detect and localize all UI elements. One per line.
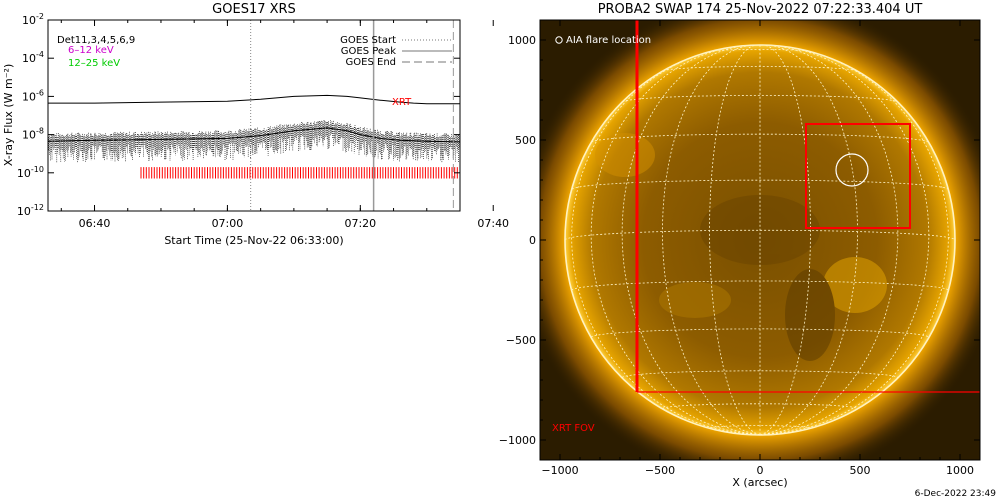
goes-title: GOES17 XRS <box>212 2 296 17</box>
series-goes-high <box>48 94 460 105</box>
xrs-legend-right: GOES Start GOES Peak GOES End <box>340 35 452 68</box>
aia-flare-location-marker <box>835 153 869 187</box>
y-tick-label: −1000 <box>499 434 536 447</box>
coronal-hole <box>785 269 835 361</box>
goes-xrs-panel: GOES17 XRS 06:4007:0007:2007:4008:0008:2… <box>2 2 775 247</box>
x-tick-label: 0 <box>757 464 764 477</box>
xrs-legend-left: Det11,3,4,5,6,9 6–12 keV 12–25 keV <box>57 35 135 69</box>
swap-axes: −1000 −500 0 500 1000 1000 500 0 −500 −1000 <box>499 20 980 477</box>
overlays <box>635 20 980 393</box>
series-goes-low <box>48 127 460 143</box>
legend-12-25kev: 12–25 keV <box>68 58 120 69</box>
longitude-line <box>709 45 761 435</box>
latitude-line <box>622 95 898 103</box>
longitude-line <box>662 45 761 435</box>
xrs-xlabel: Start Time (25-Nov-22 06:33:00) <box>164 234 343 247</box>
y-tick-label: 10-6 <box>22 88 44 103</box>
y-tick-label: 10-12 <box>17 203 44 218</box>
swap-image <box>540 20 980 460</box>
x-tick-label: 06:40 <box>79 217 111 230</box>
x-tick-label: 07:00 <box>212 217 244 230</box>
x-tick-label: 07:40 <box>477 217 509 230</box>
swap-panel: PROBA2 SWAP 174 25-Nov-2022 07:22:33.404… <box>499 2 981 489</box>
swap-xlabel: X (arcsec) <box>732 476 787 489</box>
y-tick-label: 1000 <box>508 34 536 47</box>
legend-goes-peak: GOES Peak <box>341 46 396 57</box>
xrs-plot-area <box>48 20 460 211</box>
flare-region-box <box>805 123 911 229</box>
legend-goes-start: GOES Start <box>340 35 396 46</box>
x-tick-label: −500 <box>645 464 675 477</box>
longitude-line <box>759 45 899 435</box>
aia-legend-marker <box>555 36 563 44</box>
longitude-line <box>759 45 858 435</box>
longitude-line <box>759 45 811 435</box>
longitude-line <box>621 45 761 435</box>
aia-legend-text: AIA flare location <box>566 35 651 46</box>
active-region <box>595 133 655 177</box>
active-region <box>659 282 731 318</box>
y-tick-label: 10-4 <box>22 50 44 65</box>
y-tick-label: 0 <box>529 234 536 247</box>
legend-det: Det11,3,4,5,6,9 <box>57 35 135 46</box>
y-tick-label: 10-8 <box>22 127 44 142</box>
xrt-coverage-marks <box>140 167 460 179</box>
solar-limb <box>564 44 956 436</box>
active-region <box>823 257 887 313</box>
y-tick-label: 10-10 <box>17 165 44 180</box>
series-goes-low-noise <box>48 120 460 163</box>
latitude-line <box>571 179 949 190</box>
latitude-line <box>662 403 858 409</box>
xrt-fov-label: XRT FOV <box>552 423 595 434</box>
y-tick-label: 10-2 <box>22 12 44 27</box>
swap-title: PROBA2 SWAP 174 25-Nov-2022 07:22:33.404… <box>598 2 923 17</box>
y-tick-label: −500 <box>506 334 536 347</box>
xrs-frame <box>47 19 461 212</box>
xrt-label: XRT <box>392 97 412 108</box>
x-tick-label: 07:20 <box>344 217 376 230</box>
longitude-line <box>571 48 761 435</box>
x-tick-label: −1000 <box>541 464 578 477</box>
x-tick-label: 1000 <box>946 464 974 477</box>
xrs-ylabel: X-ray Flux (W m⁻²) <box>2 64 15 166</box>
legend-goes-end: GOES End <box>346 57 396 68</box>
x-tick-label: 500 <box>850 464 871 477</box>
y-tick-label: 500 <box>515 134 536 147</box>
footer-date: 6-Dec-2022 23:49 <box>915 489 997 499</box>
longitude-line <box>759 48 949 435</box>
legend-6-12kev: 6–12 keV <box>68 45 114 56</box>
